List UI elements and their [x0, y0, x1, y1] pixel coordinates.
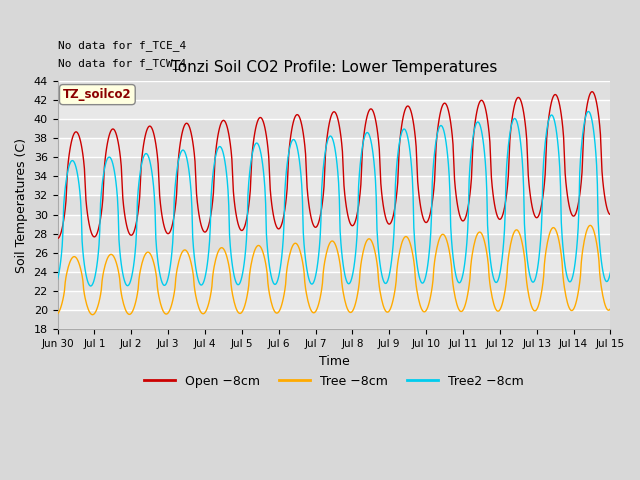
Text: No data for f_TCE_4: No data for f_TCE_4 [58, 40, 186, 51]
Text: TZ_soilco2: TZ_soilco2 [63, 88, 132, 101]
Bar [58, 119, 611, 138]
Y-axis label: Soil Temperatures (C): Soil Temperatures (C) [15, 137, 28, 273]
Legend: Open −8cm, Tree −8cm, Tree2 −8cm: Open −8cm, Tree −8cm, Tree2 −8cm [139, 370, 529, 393]
Bar [58, 157, 611, 176]
Bar [58, 81, 611, 100]
Title: Tonzi Soil CO2 Profile: Lower Temperatures: Tonzi Soil CO2 Profile: Lower Temperatur… [171, 60, 497, 75]
Bar [58, 310, 611, 329]
X-axis label: Time: Time [319, 355, 349, 368]
Bar [58, 234, 611, 253]
Text: No data for f_TCW_4: No data for f_TCW_4 [58, 58, 186, 69]
Bar [58, 195, 611, 215]
Bar [58, 272, 611, 291]
